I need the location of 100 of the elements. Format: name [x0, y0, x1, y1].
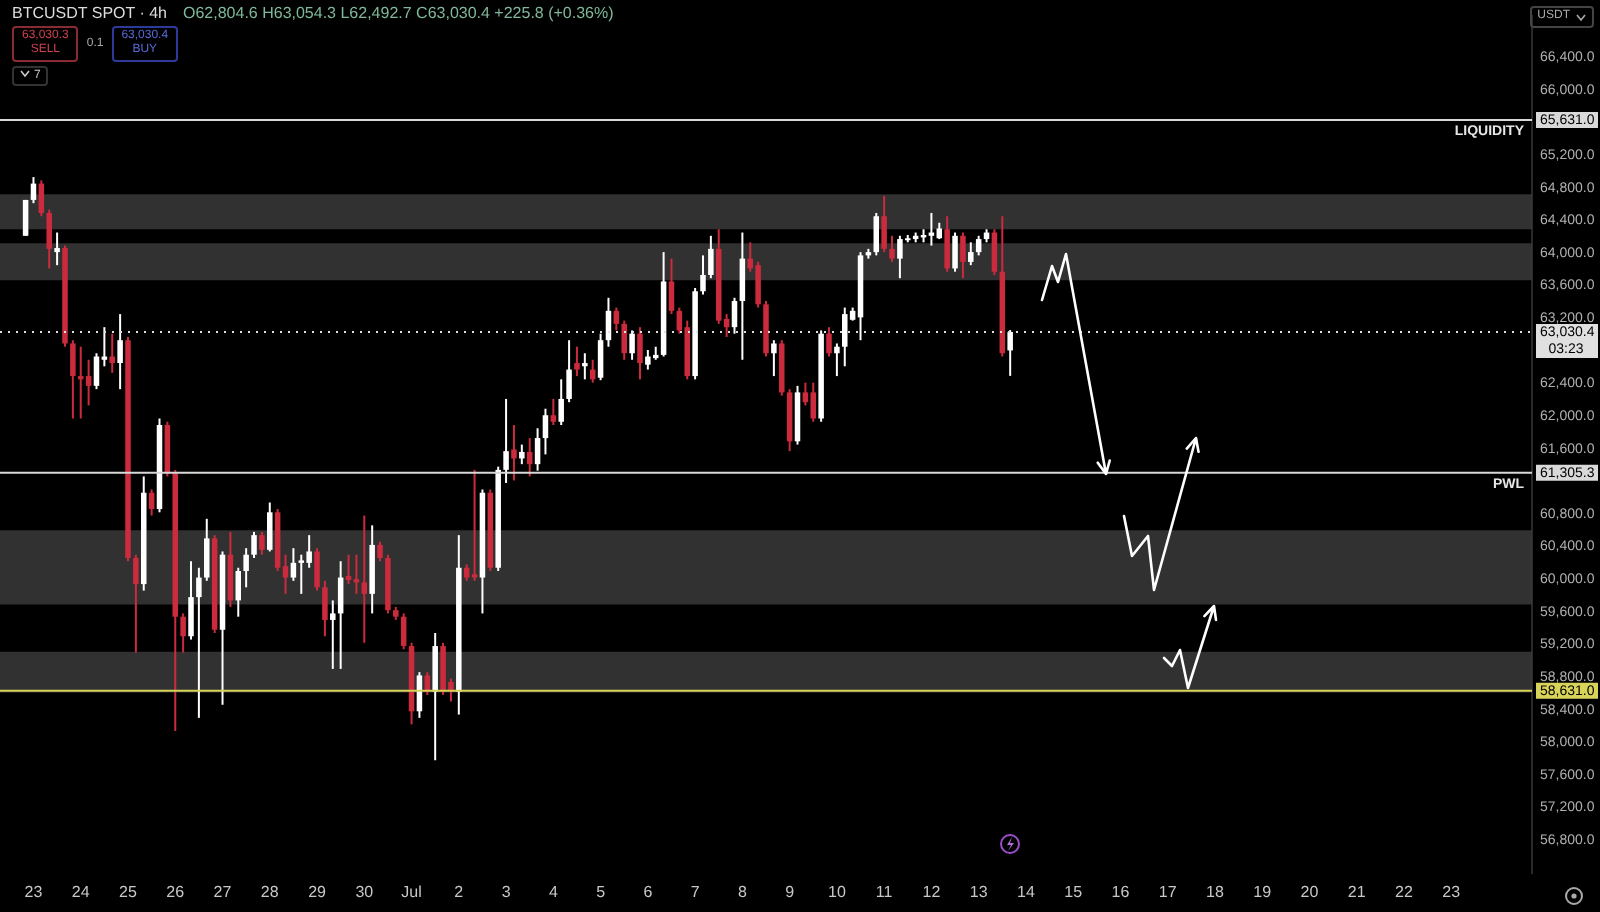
x-tick-label: 20: [1300, 882, 1320, 901]
candlestick: [133, 553, 139, 654]
candlestick: [93, 352, 100, 391]
x-tick-label: 13: [969, 882, 989, 901]
x-tick-label: 9: [785, 882, 796, 901]
x-tick-label: 8: [737, 882, 748, 901]
candlestick: [85, 358, 92, 407]
candlestick: [38, 179, 45, 218]
candlestick: [975, 234, 982, 257]
candlestick: [298, 553, 305, 595]
x-tick-label: 23: [1442, 882, 1462, 901]
candlestick: [834, 342, 840, 378]
candlestick: [960, 231, 966, 280]
x-tick-label: 16: [1111, 882, 1131, 901]
candlestick: [739, 231, 746, 361]
candlestick: [534, 427, 541, 472]
x-tick-label: 23: [24, 882, 44, 901]
candlestick: [345, 553, 352, 586]
candlestick: [251, 530, 257, 559]
x-tick-label: 27: [213, 882, 233, 901]
candlestick: [432, 632, 438, 762]
candlestick: [582, 352, 588, 381]
candlestick: [613, 306, 620, 332]
x-tick-label: 19: [1253, 882, 1273, 901]
candlestick: [645, 348, 651, 371]
candlestick: [70, 339, 76, 420]
x-tick-label: 4: [548, 882, 559, 901]
candlestick: [54, 231, 60, 267]
candlestick: [629, 329, 635, 361]
x-tick-label: 25: [119, 882, 138, 901]
chart-subtitle: O62,804.6 H63,054.3 L62,492.7 C63,030.4 +225.8 (+0.36%): [183, 4, 614, 22]
x-tick-label: 30: [355, 882, 375, 901]
candlestick: [1007, 329, 1013, 377]
candlestick: [322, 579, 328, 638]
x-tick-label: Jul: [401, 882, 423, 901]
x-tick-label: 6: [643, 882, 654, 901]
candlestick: [826, 326, 832, 358]
candlestick: [621, 319, 627, 361]
candlestick: [755, 260, 761, 309]
candlestick: [597, 332, 604, 382]
candlestick: [668, 257, 675, 316]
candlestick: [944, 215, 950, 273]
candlestick: [991, 228, 998, 276]
x-tick-label: 14: [1017, 882, 1036, 901]
candlestick: [440, 641, 446, 696]
x-tick-label: 26: [166, 882, 186, 901]
candlestick: [314, 547, 320, 592]
candlestick: [873, 211, 880, 257]
candlestick: [842, 306, 848, 368]
candlestick: [109, 332, 115, 374]
candlestick: [526, 437, 533, 478]
x-tick-label: 21: [1347, 882, 1367, 901]
candlestick: [550, 397, 557, 427]
x-tick-label: 18: [1206, 882, 1225, 901]
candlestick: [968, 241, 974, 267]
x-tick-label: 7: [690, 882, 701, 901]
x-tick-label: 29: [308, 882, 328, 901]
x-tick-label: 24: [71, 882, 91, 901]
candlestick: [471, 468, 478, 582]
x-tick-label: 12: [922, 882, 942, 901]
candlestick: [952, 231, 958, 273]
candlestick: [731, 296, 738, 335]
candlestick: [46, 208, 52, 270]
candlestick: [330, 599, 336, 670]
candlestick: [503, 397, 509, 484]
candlestick: [204, 517, 210, 582]
x-tick-label: 11: [875, 882, 894, 901]
candlestick: [897, 234, 903, 280]
candlestick: [889, 234, 895, 263]
candlestick: [511, 424, 517, 482]
x-tick-label: 2: [454, 882, 465, 901]
candlestick: [290, 547, 297, 582]
candlestick: [519, 443, 525, 466]
x-tick-label: 15: [1064, 882, 1084, 901]
candlestick: [771, 339, 777, 378]
candlestick: [700, 254, 706, 296]
candlestick: [542, 407, 549, 456]
x-tick-label: 28: [260, 882, 280, 901]
candlestick: [196, 566, 202, 719]
candlestick: [259, 530, 265, 556]
candlestick: [566, 339, 572, 404]
candlestick: [117, 313, 123, 391]
chart-title: BTCUSDT SPOT · 4h: [12, 4, 167, 22]
candlestick: [267, 501, 273, 553]
candlestick: [188, 560, 194, 641]
candlestick: [306, 534, 312, 569]
x-tick-label: 17: [1158, 882, 1178, 901]
candlestick: [22, 198, 29, 237]
candlestick: [243, 547, 249, 589]
x-tick-label: 5: [596, 882, 607, 901]
candlestick: [180, 612, 186, 654]
x-tick-label: 22: [1395, 882, 1414, 901]
candlestick: [558, 378, 564, 427]
x-tick-label: 3: [501, 882, 512, 901]
candlestick: [400, 612, 407, 651]
x-tick-label: 10: [827, 882, 847, 901]
candlestick: [361, 514, 368, 644]
candlestick: [637, 326, 643, 381]
candlestick: [810, 381, 817, 423]
candlestick: [235, 566, 242, 618]
